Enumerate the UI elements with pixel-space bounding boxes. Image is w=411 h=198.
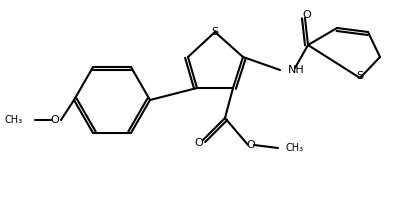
Text: S: S — [356, 71, 364, 81]
Text: NH: NH — [288, 65, 305, 75]
Text: S: S — [211, 27, 219, 37]
Text: O: O — [302, 10, 312, 20]
Text: O: O — [247, 140, 255, 150]
Text: CH₃: CH₃ — [5, 115, 23, 125]
Text: O: O — [51, 115, 59, 125]
Text: O: O — [195, 138, 203, 148]
Text: CH₃: CH₃ — [286, 143, 304, 153]
